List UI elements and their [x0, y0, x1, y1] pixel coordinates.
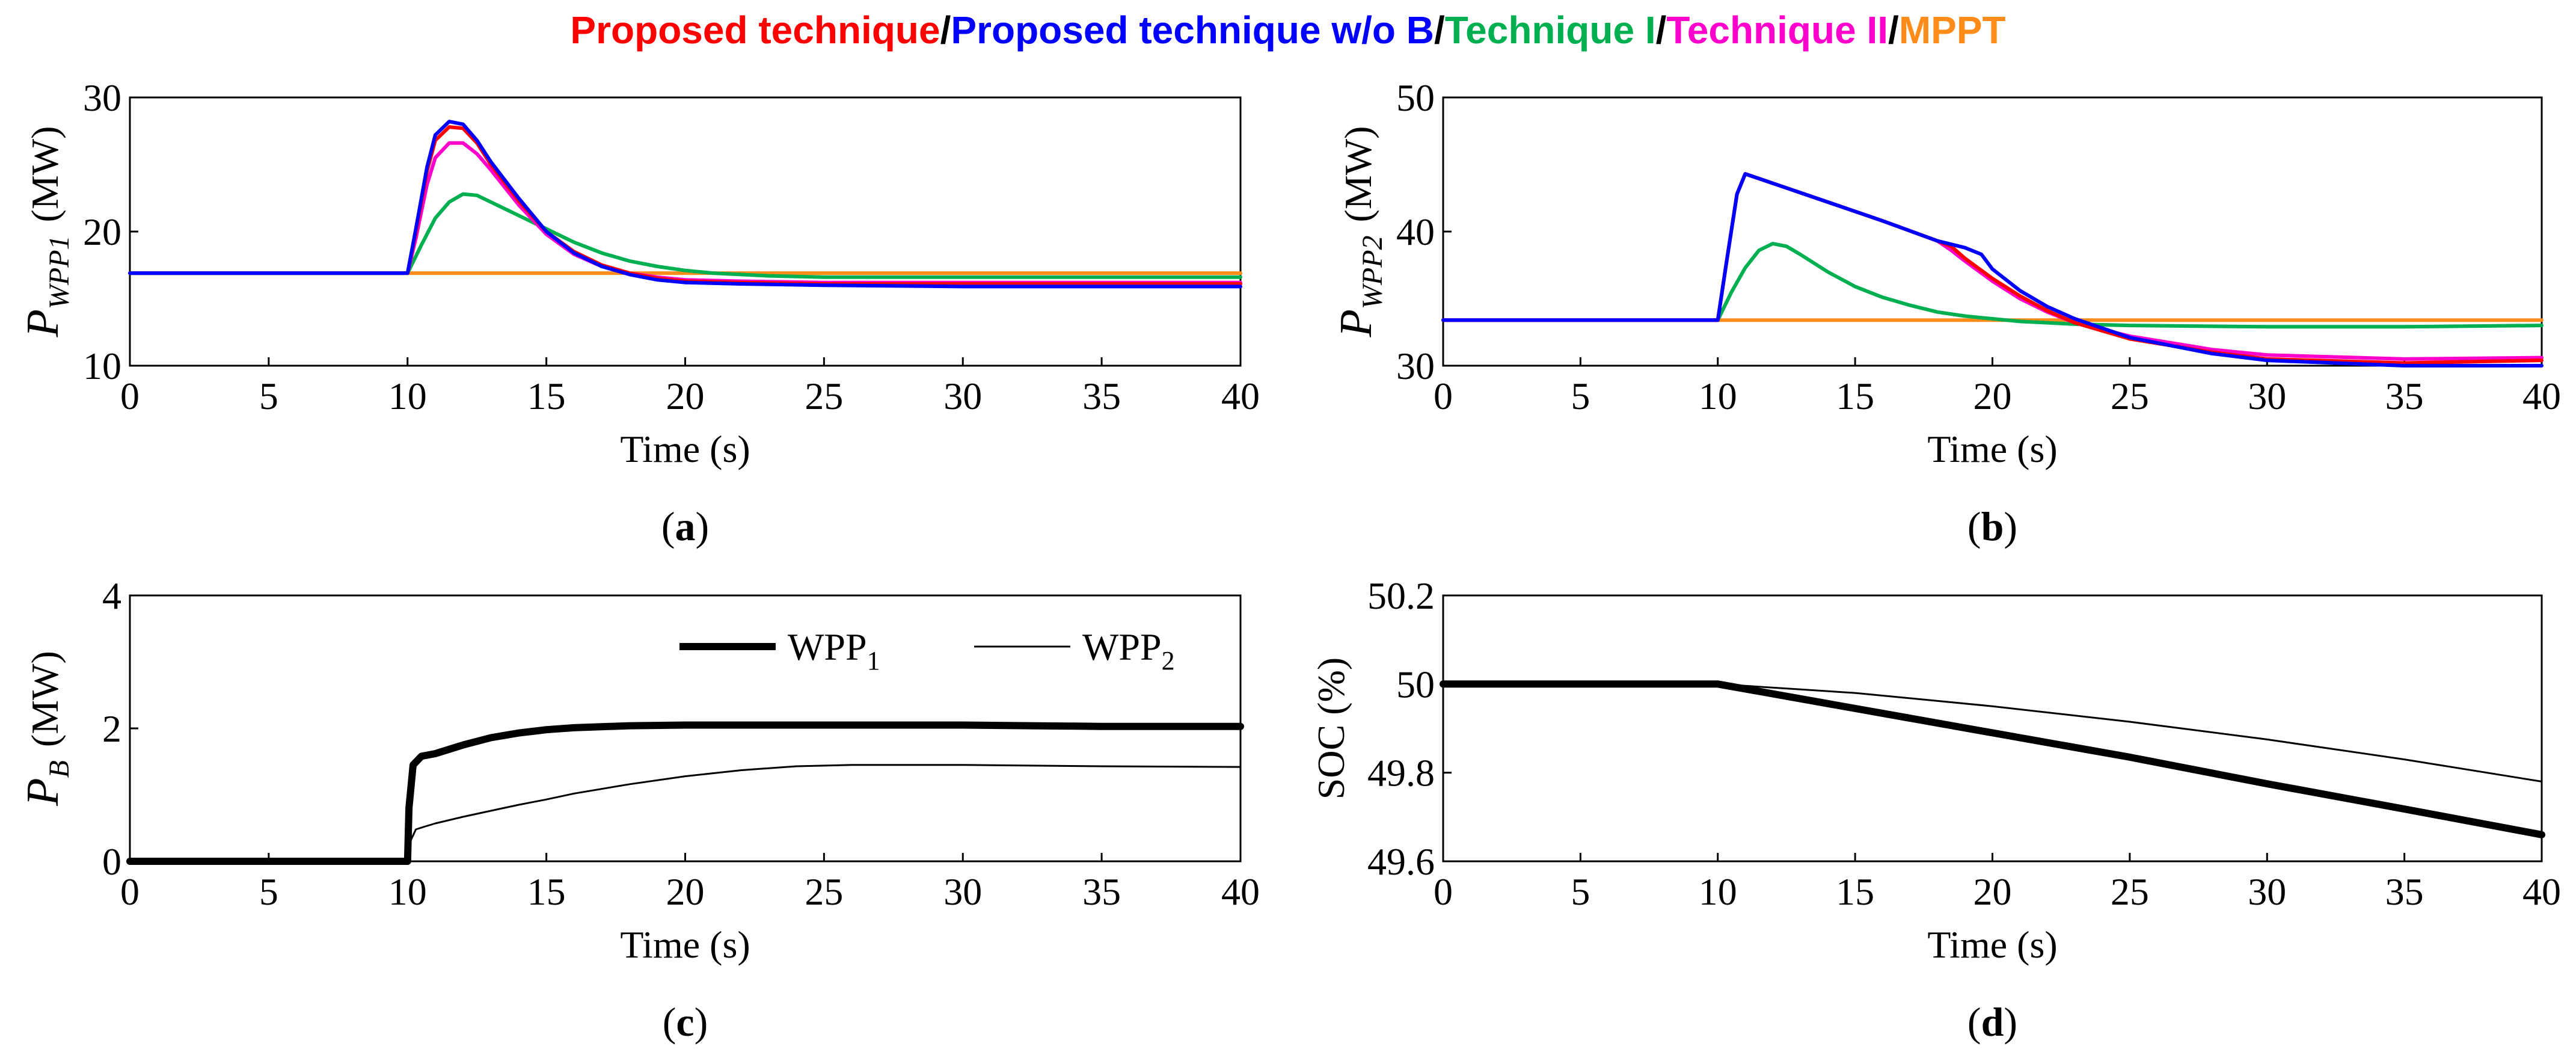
- x-tick-label: 30: [943, 870, 982, 913]
- plot-frame: [1442, 594, 2543, 863]
- x-tick-label: 25: [805, 870, 843, 913]
- x-tick-label: 35: [2385, 375, 2424, 417]
- x-tick-label: 15: [527, 375, 566, 417]
- y-tick-label: 0: [102, 840, 121, 883]
- x-tick-label: 25: [2111, 870, 2149, 913]
- x-tick-label: 20: [1973, 870, 2012, 913]
- x-tick-label: 30: [2248, 375, 2286, 417]
- x-tick-label: 10: [1699, 870, 1737, 913]
- x-tick-label: 20: [666, 375, 705, 417]
- x-tick-label: 0: [120, 375, 140, 417]
- y-axis-label: SOC (%): [1310, 657, 1352, 799]
- legend-separator: /: [1888, 8, 1899, 52]
- series-line-technique-i: [1441, 242, 2544, 329]
- x-tick-label: 0: [1434, 870, 1453, 913]
- series-line-proposed-technique-w-o-b: [1441, 172, 2544, 367]
- x-tick-label: 10: [1699, 375, 1737, 417]
- series-line-proposed-technique: [128, 125, 1242, 286]
- plot-frame: [129, 96, 1242, 367]
- chart-panel-a: 0 5 10 15 20 25 30 35 40 10 20 30 Time (s) PWPP1(MW) (…: [17, 76, 1260, 549]
- series-line-proposed-technique-w-o-b: [128, 120, 1242, 289]
- x-tick-label: 15: [527, 870, 566, 913]
- x-axis-label: Time (s): [620, 428, 750, 470]
- x-tick-label: 5: [1571, 870, 1590, 913]
- legend-separator: /: [1656, 8, 1667, 52]
- series-line-technique-ii: [128, 141, 1242, 284]
- series-line-wpp2: [1442, 683, 2543, 783]
- x-tick-label: 20: [1973, 375, 2012, 417]
- series-line-technique-i: [128, 192, 1242, 279]
- legend-entry: Technique I: [1445, 8, 1656, 52]
- x-tick-label: 40: [1221, 870, 1260, 913]
- y-axis-label: PWPP2(MW): [1331, 126, 1388, 338]
- panel-label: (d): [1967, 999, 2017, 1045]
- series-line-wpp1: [1440, 680, 2545, 838]
- chart-panel-b: 0 5 10 15 20 25 30 35 40 30 40 50 Time (s) PWPP2(MW) (…: [1331, 76, 2561, 549]
- legend-entry: Technique II: [1666, 8, 1888, 52]
- x-tick-label: 15: [1836, 375, 1874, 417]
- x-tick-label: 5: [259, 870, 278, 913]
- y-tick-label: 40: [1396, 211, 1435, 253]
- legend-entry: Proposed technique w/o B: [951, 8, 1434, 52]
- x-tick-label: 10: [388, 375, 427, 417]
- y-tick-label: 30: [1396, 345, 1435, 387]
- x-tick-label: 30: [943, 375, 982, 417]
- panel-label: (c): [663, 999, 708, 1045]
- panel-label: (a): [661, 503, 709, 549]
- legend-header: Proposed technique/Proposed technique w/…: [570, 8, 2005, 52]
- y-tick-label: 50: [1396, 663, 1435, 706]
- x-tick-label: 35: [1082, 870, 1121, 913]
- x-tick-label: 25: [805, 375, 843, 417]
- y-tick-label: 30: [83, 76, 121, 119]
- chart-panel-d: 0 5 10 15 20 25 30 35 40 49.6 49.8 50 50.2 Time (s) SO…: [1310, 574, 2561, 1045]
- x-tick-label: 15: [1836, 870, 1874, 913]
- y-tick-label: 50: [1396, 76, 1435, 119]
- y-tick-label: 20: [83, 211, 121, 253]
- x-tick-label: 5: [259, 375, 278, 417]
- y-tick-label: 2: [102, 707, 121, 750]
- x-tick-label: 5: [1571, 375, 1590, 417]
- x-axis-label: Time (s): [1927, 923, 2057, 966]
- x-tick-label: 35: [2385, 870, 2424, 913]
- x-axis-label: Time (s): [620, 923, 750, 966]
- x-tick-label: 10: [388, 870, 427, 913]
- y-tick-label: 49.8: [1367, 752, 1435, 795]
- x-axis-label: Time (s): [1927, 428, 2057, 470]
- x-tick-label: 40: [2522, 375, 2561, 417]
- y-tick-label: 50.2: [1367, 574, 1435, 617]
- legend-label: WPP1: [788, 626, 880, 675]
- x-tick-label: 0: [120, 870, 140, 913]
- x-tick-label: 25: [2111, 375, 2149, 417]
- legend-label: WPP2: [1082, 626, 1175, 675]
- legend-entry: Proposed technique: [570, 8, 940, 52]
- x-tick-label: 30: [2248, 870, 2286, 913]
- panel-label: (b): [1967, 503, 2017, 549]
- legend-separator: /: [1434, 8, 1445, 52]
- legend-separator: /: [940, 8, 951, 52]
- y-tick-label: 10: [83, 345, 121, 387]
- series-line-wpp1: [126, 721, 1244, 865]
- x-tick-label: 40: [2522, 870, 2561, 913]
- y-tick-label: 49.6: [1367, 840, 1435, 883]
- y-axis-label: PWPP1(MW): [17, 126, 75, 338]
- x-tick-label: 0: [1434, 375, 1453, 417]
- y-axis-label: PB(MW): [17, 651, 75, 807]
- x-tick-label: 35: [1082, 375, 1121, 417]
- legend-entry: MPPT: [1899, 8, 2006, 52]
- x-tick-label: 20: [666, 870, 705, 913]
- x-tick-label: 40: [1221, 375, 1260, 417]
- series-line-wpp2: [129, 764, 1242, 863]
- chart-panel-c: 0 5 10 15 20 25 30 35 40 0 2 4 Time (s) PB(MW) WPP1 WPP…: [17, 574, 1260, 1045]
- y-tick-label: 4: [102, 574, 121, 617]
